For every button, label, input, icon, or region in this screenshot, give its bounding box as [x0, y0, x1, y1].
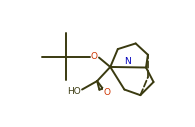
Text: HO: HO — [67, 87, 81, 96]
Text: O: O — [91, 52, 98, 61]
Text: N: N — [124, 57, 131, 66]
Text: O: O — [103, 88, 110, 97]
